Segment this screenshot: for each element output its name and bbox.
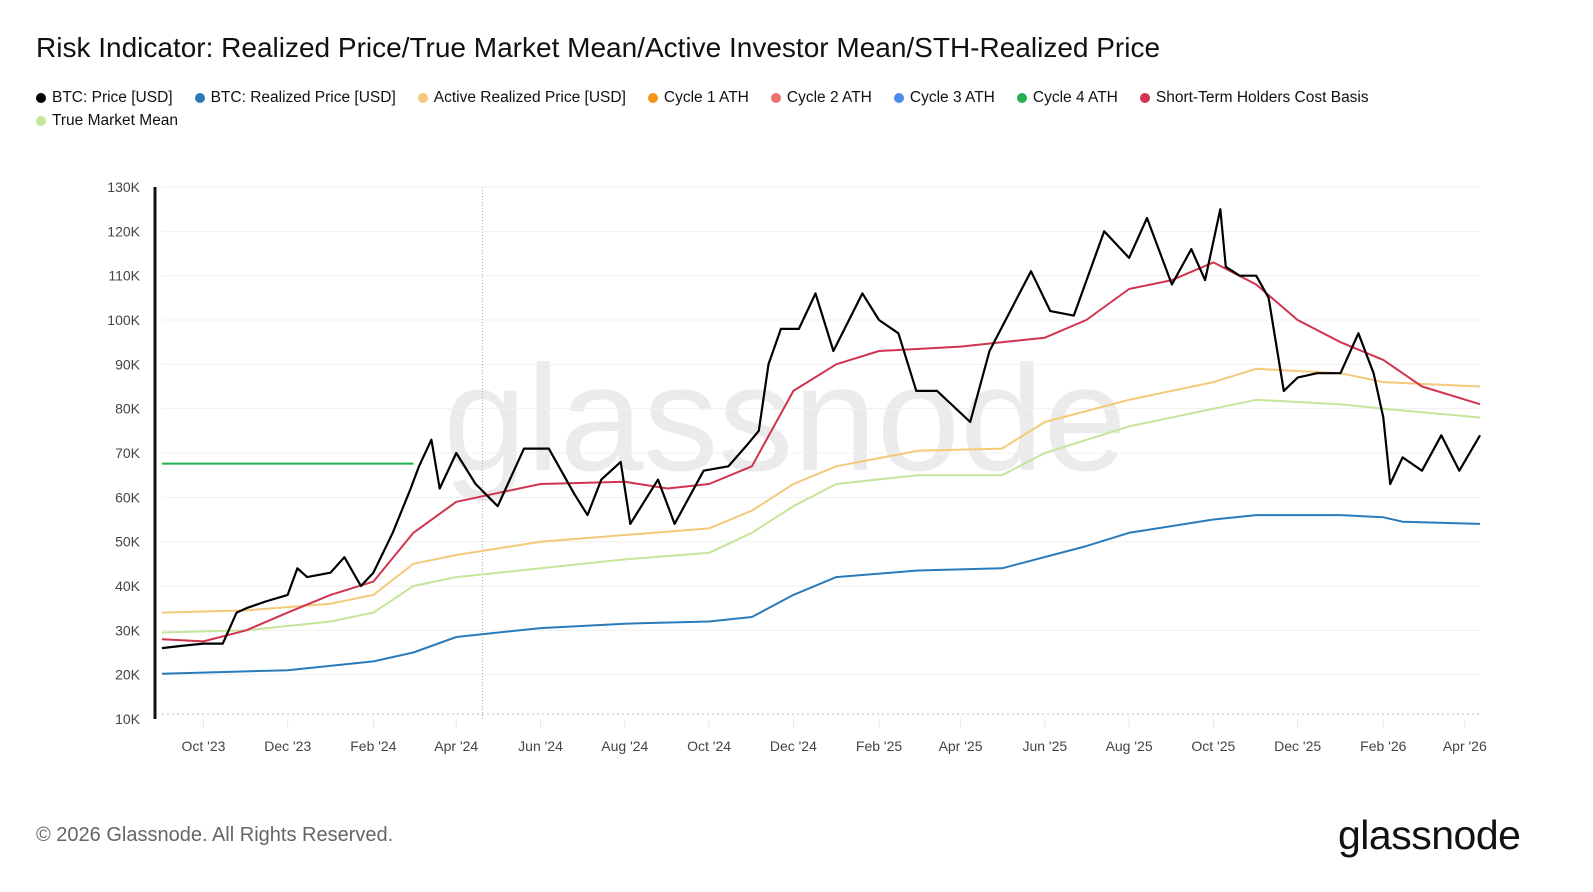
x-tick-label: Dec '24 [770, 738, 817, 754]
legend-dot-icon [893, 92, 904, 103]
legend-label: BTC: Realized Price [USD] [210, 88, 396, 106]
y-tick-label: 10K [115, 711, 141, 727]
legend: BTC: Price [USD] BTC: Realized Price [USD… [36, 88, 1486, 130]
y-tick-label: 70K [115, 445, 141, 461]
x-tick-label: Feb '24 [350, 738, 396, 754]
x-tick-label: Apr '26 [1443, 738, 1487, 754]
x-tick-label: Aug '25 [1106, 738, 1153, 754]
legend-label: Cycle 2 ATH [786, 88, 872, 106]
watermark: glassnode [443, 334, 1127, 502]
legend-label: Active Realized Price [USD] [433, 88, 626, 106]
legend-dot-icon [417, 92, 428, 103]
chart-title: Risk Indicator: Realized Price/True Mark… [36, 32, 1161, 63]
legend-label: Cycle 4 ATH [1032, 88, 1118, 106]
legend-dot-icon [1016, 92, 1027, 103]
legend-item[interactable]: Active Realized Price [USD] [417, 88, 626, 107]
y-tick-label: 60K [115, 489, 141, 505]
y-tick-label: 50K [115, 534, 141, 550]
series-line-true-market-mean [161, 398, 1481, 634]
x-tick-label: Apr '24 [434, 738, 478, 754]
y-tick-label: 90K [115, 356, 141, 372]
copyright-footer: © 2026 Glassnode. All Rights Reserved. [36, 824, 394, 846]
legend-item[interactable]: BTC: Price [USD] [36, 88, 173, 107]
legend-item[interactable]: Cycle 3 ATH [893, 88, 995, 107]
legend-item[interactable]: Cycle 2 ATH [770, 88, 872, 107]
legend-label: Cycle 3 ATH [909, 88, 995, 106]
legend-label: True Market Mean [52, 111, 179, 129]
legend-dot-icon [1139, 92, 1150, 103]
x-tick-label: Apr '25 [939, 738, 983, 754]
y-tick-label: 110K [108, 268, 140, 284]
x-tick-label: Feb '25 [856, 738, 902, 754]
y-tick-label: 100K [107, 312, 140, 328]
legend-item[interactable]: Cycle 1 ATH [647, 88, 749, 107]
legend-dot-icon [36, 92, 46, 103]
y-tick-label: 30K [115, 622, 141, 638]
x-tick-label: Oct '23 [181, 738, 225, 754]
series-line-active-realized-price-usd [161, 367, 1481, 614]
glassnode-logo: glassnode [1338, 812, 1521, 858]
legend-item[interactable]: Short-Term Holders Cost Basis [1139, 88, 1369, 107]
legend-dot-icon [194, 92, 205, 103]
x-tick-label: Aug '24 [601, 738, 648, 754]
legend-label: BTC: Price [USD] [52, 88, 173, 106]
series-line-btc-realized-price-usd [161, 514, 1481, 675]
y-tick-label: 80K [115, 401, 141, 417]
legend-item[interactable]: Cycle 4 ATH [1016, 88, 1118, 107]
x-tick-label: Oct '25 [1191, 738, 1235, 754]
y-tick-label: 20K [115, 667, 141, 683]
legend-item[interactable]: True Market Mean [36, 111, 178, 130]
x-tick-label: Jun '24 [518, 738, 563, 754]
x-tick-label: Dec '25 [1274, 738, 1321, 754]
legend-label: Short-Term Holders Cost Basis [1155, 88, 1369, 106]
y-tick-label: 40K [115, 578, 141, 594]
y-tick-label: 120K [107, 223, 140, 239]
y-tick-label: 130K [107, 179, 140, 195]
x-tick-label: Jun '25 [1022, 738, 1067, 754]
x-tick-label: Oct '24 [687, 738, 731, 754]
x-tick-label: Dec '23 [264, 738, 311, 754]
series-line-short-term-holders-cost-basis [161, 261, 1481, 643]
legend-dot-icon [647, 92, 658, 103]
legend-dot-icon [770, 92, 781, 103]
x-tick-label: Feb '26 [1360, 738, 1406, 754]
legend-label: Cycle 1 ATH [663, 88, 749, 106]
legend-item[interactable]: BTC: Realized Price [USD] [194, 88, 396, 107]
series-line-btc-price-usd [161, 208, 1481, 650]
legend-dot-icon [36, 115, 46, 126]
